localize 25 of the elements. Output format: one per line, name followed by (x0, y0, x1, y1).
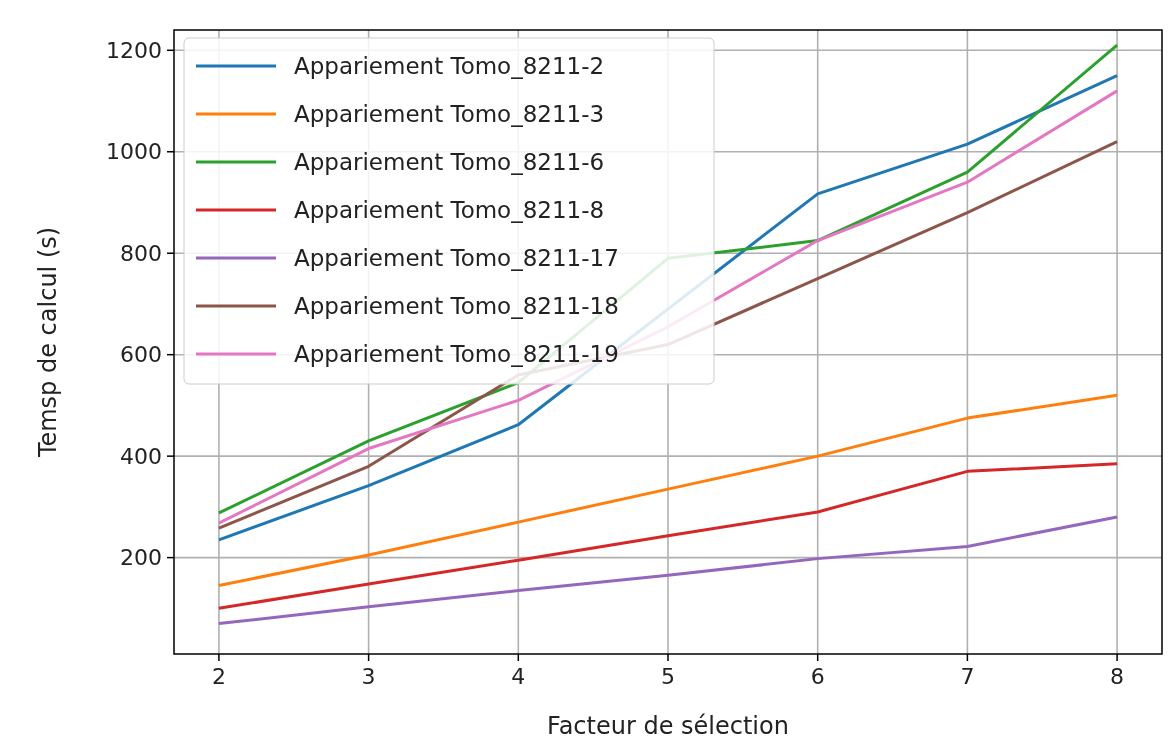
line-series (217, 515, 1119, 626)
line-series (217, 462, 1119, 610)
y-tick-label: 600 (120, 342, 162, 368)
y-tick-label: 400 (120, 443, 162, 469)
x-tick-label: 4 (511, 664, 526, 689)
x-tick-label: 7 (960, 664, 975, 689)
y-tick-label: 1200 (106, 37, 162, 63)
x-tick-label: 8 (1110, 664, 1125, 689)
y-tick-label: 800 (120, 240, 162, 266)
legend-label: Appariement Tomo_8211-6 (294, 149, 605, 176)
legend-label: Appariement Tomo_8211-18 (294, 293, 619, 320)
legend-label: Appariement Tomo_8211-8 (294, 197, 605, 224)
x-tick-label: 3 (361, 664, 376, 689)
x-tick-label: 5 (661, 664, 675, 689)
y-tick-label: 1000 (106, 139, 162, 165)
legend-label: Appariement Tomo_8211-2 (294, 53, 605, 80)
x-tick-label: 2 (211, 664, 226, 689)
line-series (217, 393, 1119, 588)
legend-label: Appariement Tomo_8211-19 (294, 341, 619, 368)
legend-label: Appariement Tomo_8211-17 (294, 245, 619, 272)
y-axis-title: Temsp de calcul (s) (34, 226, 62, 459)
x-tick-label: 6 (810, 664, 825, 689)
x-axis-title: Facteur de sélection (547, 712, 789, 740)
y-tick-label: 200 (120, 545, 162, 571)
legend-label: Appariement Tomo_8211-3 (294, 101, 605, 128)
